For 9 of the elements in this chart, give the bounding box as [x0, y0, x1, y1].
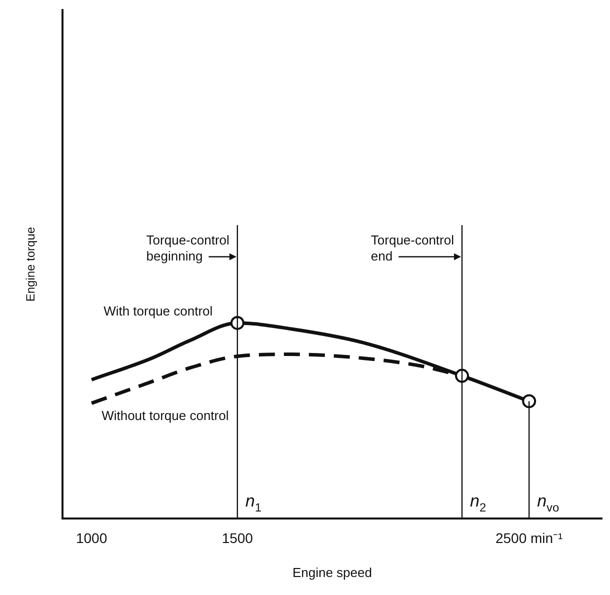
x-tick-label: 2500 min⁻¹	[495, 530, 564, 546]
x-tick-label: 1500	[222, 530, 254, 546]
series-label: Without torque control	[102, 408, 229, 424]
series-label: With torque control	[104, 304, 213, 319]
y-axis-title: Engine torque	[24, 226, 38, 302]
x-tick-label: 1000	[76, 530, 108, 546]
annotation: Torque-control end	[370, 232, 454, 264]
annotation: Torque-control beginning	[146, 232, 230, 264]
x-axis-title: Engine speed	[292, 564, 372, 580]
